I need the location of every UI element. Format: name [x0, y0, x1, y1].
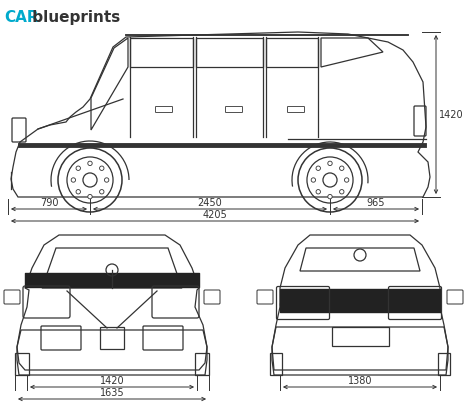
Text: blueprints: blueprints — [27, 10, 120, 25]
Text: 1420: 1420 — [439, 109, 464, 119]
Circle shape — [323, 173, 337, 187]
Circle shape — [311, 178, 315, 182]
Bar — [100, 327, 124, 349]
Circle shape — [100, 190, 104, 194]
Text: 1635: 1635 — [100, 388, 124, 398]
Circle shape — [340, 166, 344, 171]
Circle shape — [83, 173, 97, 187]
Bar — [270, 353, 282, 375]
Circle shape — [316, 166, 321, 171]
Text: 965: 965 — [367, 198, 385, 208]
Text: 2450: 2450 — [198, 198, 222, 208]
Text: 790: 790 — [40, 198, 58, 208]
Text: 4205: 4205 — [203, 210, 228, 220]
Circle shape — [88, 194, 92, 199]
Circle shape — [100, 166, 104, 171]
Circle shape — [328, 161, 332, 166]
Circle shape — [76, 190, 80, 194]
Circle shape — [328, 194, 332, 199]
Text: 1380: 1380 — [348, 376, 372, 386]
Bar — [15, 353, 29, 375]
Bar — [438, 353, 450, 375]
Text: 1420: 1420 — [100, 376, 124, 386]
Circle shape — [76, 166, 80, 171]
Circle shape — [88, 161, 92, 166]
Circle shape — [104, 178, 109, 182]
Circle shape — [316, 190, 321, 194]
Text: CAR: CAR — [4, 10, 38, 25]
Circle shape — [340, 190, 344, 194]
Circle shape — [71, 178, 76, 182]
Bar — [195, 353, 209, 375]
Circle shape — [344, 178, 349, 182]
